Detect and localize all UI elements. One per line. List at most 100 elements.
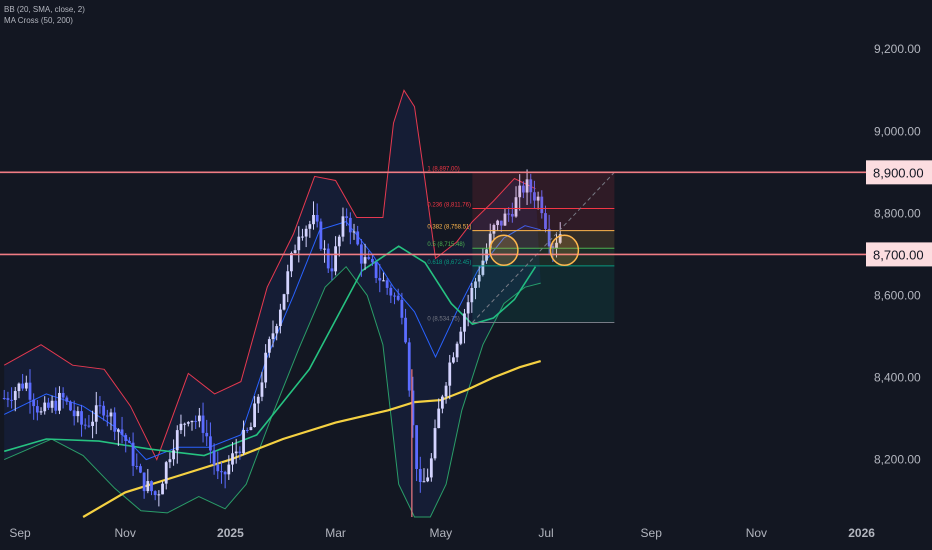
candle-body — [142, 472, 146, 492]
candle-body — [209, 436, 212, 451]
candle-body — [94, 405, 98, 422]
candle-body — [448, 362, 452, 386]
price-tag[interactable] — [866, 242, 932, 267]
candle-body — [319, 221, 323, 249]
candle-body — [507, 213, 511, 215]
fib-level-label: 0.382 (8,758.51) — [427, 225, 471, 231]
candle-body — [477, 274, 481, 282]
candle-body — [551, 246, 555, 249]
candle-body — [245, 429, 249, 431]
bb-legend-label[interactable]: BB (20, SMA, close, 2) — [4, 5, 85, 14]
fib-level-label: 0.618 (8,672.45) — [427, 260, 471, 266]
candle-body — [43, 402, 47, 412]
ma-cross-legend-label[interactable]: MA Cross (50, 200) — [4, 16, 73, 25]
support-circle — [549, 234, 580, 267]
candle-body — [267, 339, 271, 353]
candle-body — [404, 317, 407, 343]
candle-body — [407, 342, 411, 391]
support-annotations — [489, 234, 580, 267]
candle-body — [437, 408, 441, 429]
candle-body — [312, 214, 315, 225]
candle-body — [470, 287, 474, 303]
support-circle — [489, 234, 519, 267]
candle-body — [161, 483, 164, 495]
candle-body — [197, 415, 201, 422]
price-axis[interactable]: 9,200.00 9,000.00 8,800.00 8,600.00 8,400.00… — [874, 42, 921, 466]
time-axis-tick: Jul — [538, 526, 553, 540]
candle-body — [536, 196, 540, 201]
candle-body — [216, 464, 220, 472]
price-axis-tick: 9,200.00 — [874, 42, 921, 56]
candle-body — [164, 462, 168, 484]
candle-body — [518, 185, 522, 198]
candle-body — [396, 295, 400, 300]
fib-zone — [472, 265, 615, 323]
candle-body — [496, 220, 500, 226]
candle-body — [297, 236, 301, 251]
candle-body — [330, 268, 334, 272]
fib-level-label: 1 (8,897.00) — [427, 166, 459, 172]
candle-body — [260, 382, 264, 397]
price-axis-tick: 8,800.00 — [874, 206, 921, 220]
candle-body — [135, 465, 139, 467]
bb-lower-line — [4, 265, 541, 518]
candle-body — [529, 179, 533, 193]
candle-body — [474, 281, 477, 288]
candle-body — [179, 423, 183, 431]
candle-body — [525, 179, 529, 193]
candle-body — [131, 442, 135, 466]
candle-body — [521, 185, 525, 193]
candle-body — [429, 458, 433, 478]
candle-body — [212, 450, 216, 465]
fib-zone — [472, 230, 615, 249]
candle-body — [50, 400, 54, 408]
candle-body — [172, 450, 175, 460]
fib-level-label: 0 (8,534.75) — [427, 317, 459, 323]
candle-body — [341, 216, 345, 237]
price-axis-tick: 9,000.00 — [874, 124, 921, 138]
candle-body — [124, 434, 128, 441]
candle-body — [58, 392, 61, 411]
candle-body — [249, 427, 253, 431]
candle-body — [492, 225, 496, 234]
candle-body — [256, 396, 260, 404]
candle-body — [113, 412, 117, 432]
candle-body — [223, 471, 227, 475]
candle-body — [286, 271, 290, 295]
candle-body — [337, 236, 341, 247]
candle-body — [393, 295, 396, 297]
candle-body — [91, 421, 94, 426]
candle-body — [72, 410, 76, 417]
bb-upper-line — [3, 89, 536, 461]
candle-body — [139, 466, 142, 473]
candle-body — [35, 406, 39, 413]
candle-body — [146, 481, 150, 492]
candle-body — [227, 464, 231, 475]
candle-body — [400, 299, 404, 318]
candle-body — [555, 242, 558, 249]
candle-body — [444, 385, 448, 397]
candlestick-series — [2, 169, 562, 517]
candle-body — [356, 231, 360, 245]
price-tag[interactable] — [866, 160, 932, 185]
horizontal-levels[interactable]: 8,900.00 8,700.00 — [0, 160, 932, 267]
candle-body — [411, 390, 415, 426]
candle-body — [304, 228, 308, 237]
candle-body — [69, 401, 72, 411]
candle-body — [10, 399, 13, 401]
price-tag-label: 8,700.00 — [873, 247, 924, 262]
candle-body — [61, 392, 65, 398]
candle-body — [168, 459, 172, 463]
candle-body — [153, 491, 157, 496]
candle-body — [98, 405, 102, 407]
time-axis-tick: May — [429, 526, 452, 540]
time-axis-tick: Nov — [746, 526, 767, 540]
indicator-legend: BB (20, SMA, close, 2) MA Cross (50, 200… — [4, 4, 85, 26]
candle-body — [301, 236, 304, 238]
candle-body — [433, 428, 437, 459]
price-axis-tick: 8,200.00 — [874, 453, 921, 467]
candle-body — [190, 420, 194, 423]
fib-level-label: 0.5 (8,715.48) — [427, 242, 464, 248]
time-axis[interactable]: Sep Nov 2025 Mar May Jul Sep Nov 2026 — [9, 526, 875, 540]
